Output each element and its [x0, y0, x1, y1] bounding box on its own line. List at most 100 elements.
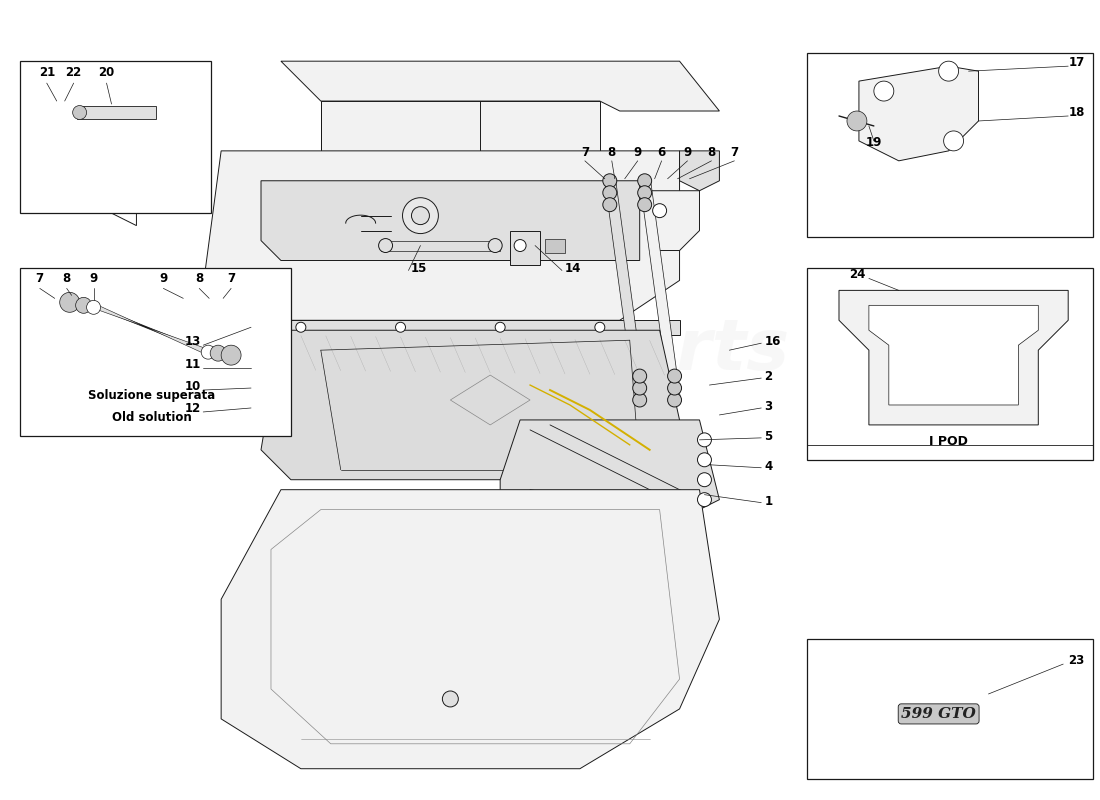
Circle shape [668, 381, 682, 395]
Circle shape [697, 453, 712, 466]
Text: 9: 9 [89, 273, 98, 286]
Text: 599 GTO: 599 GTO [901, 707, 976, 721]
Polygon shape [859, 66, 979, 161]
Text: 7: 7 [35, 273, 44, 286]
Circle shape [697, 493, 712, 506]
Circle shape [245, 382, 261, 398]
Circle shape [201, 345, 216, 359]
Polygon shape [221, 490, 719, 769]
Polygon shape [280, 61, 719, 111]
Circle shape [514, 239, 526, 251]
Text: Soluzione superata: Soluzione superata [88, 389, 214, 402]
Text: 17: 17 [1068, 56, 1085, 69]
Circle shape [59, 292, 79, 312]
Circle shape [411, 206, 429, 225]
Circle shape [638, 174, 651, 188]
Polygon shape [77, 106, 156, 119]
Polygon shape [251, 320, 680, 335]
Circle shape [221, 345, 241, 365]
Polygon shape [544, 238, 565, 253]
Text: 11: 11 [185, 358, 201, 371]
Circle shape [652, 204, 667, 218]
Circle shape [638, 186, 651, 200]
Text: 13: 13 [185, 335, 201, 348]
Polygon shape [42, 146, 132, 216]
Polygon shape [261, 181, 640, 261]
Circle shape [697, 473, 712, 486]
Text: 9: 9 [634, 146, 641, 159]
Polygon shape [839, 290, 1068, 425]
Text: 3: 3 [764, 400, 772, 413]
Polygon shape [321, 101, 600, 151]
Circle shape [488, 238, 503, 253]
Bar [807, 269, 1093, 460]
Circle shape [697, 433, 712, 447]
Text: eurocarbparts: eurocarbparts [211, 316, 790, 385]
Polygon shape [261, 330, 680, 480]
Circle shape [210, 345, 227, 361]
Text: 9: 9 [683, 146, 692, 159]
Text: 16: 16 [764, 335, 781, 348]
Circle shape [378, 238, 393, 253]
Bar [20, 269, 290, 436]
Circle shape [50, 99, 74, 123]
Circle shape [603, 186, 617, 200]
Text: 8: 8 [607, 146, 616, 159]
Text: 7: 7 [227, 273, 235, 286]
Polygon shape [605, 181, 646, 400]
Text: 4: 4 [764, 460, 772, 473]
Circle shape [603, 174, 617, 188]
Polygon shape [36, 146, 136, 226]
Circle shape [944, 131, 964, 151]
Text: 8: 8 [195, 273, 204, 286]
Circle shape [76, 298, 91, 314]
Circle shape [442, 691, 459, 707]
Text: 2: 2 [764, 370, 772, 383]
Polygon shape [869, 306, 1038, 405]
Text: 14: 14 [565, 262, 581, 275]
Circle shape [595, 322, 605, 332]
Text: 22: 22 [66, 66, 81, 79]
Circle shape [87, 300, 100, 314]
Text: I POD: I POD [930, 435, 968, 448]
Circle shape [403, 198, 439, 234]
Polygon shape [680, 151, 719, 190]
Circle shape [603, 198, 617, 212]
Circle shape [55, 104, 68, 118]
Polygon shape [201, 151, 680, 320]
Bar [807, 639, 1093, 778]
Text: 15: 15 [410, 262, 427, 275]
Bar [20, 61, 211, 213]
Text: 1: 1 [764, 494, 772, 508]
Text: 7: 7 [730, 146, 738, 159]
Circle shape [873, 81, 894, 101]
Circle shape [668, 369, 682, 383]
Text: 8: 8 [63, 273, 70, 286]
Polygon shape [510, 230, 540, 266]
Circle shape [847, 111, 867, 131]
Text: 6: 6 [658, 146, 666, 159]
Circle shape [638, 198, 651, 212]
Polygon shape [91, 302, 217, 358]
Circle shape [245, 402, 261, 418]
Circle shape [632, 381, 647, 395]
Text: 19: 19 [866, 136, 882, 149]
Circle shape [668, 393, 682, 407]
Circle shape [245, 362, 261, 378]
Circle shape [632, 369, 647, 383]
Text: a passion for parts since 1985: a passion for parts since 1985 [399, 363, 701, 536]
Text: 23: 23 [1068, 654, 1085, 667]
Polygon shape [381, 241, 500, 250]
Text: Old solution: Old solution [111, 411, 191, 425]
Text: 21: 21 [39, 66, 55, 79]
Circle shape [296, 322, 306, 332]
Bar [807, 54, 1093, 237]
Text: 5: 5 [764, 430, 772, 443]
Text: 7: 7 [581, 146, 589, 159]
Text: 24: 24 [849, 269, 866, 282]
Text: 20: 20 [98, 66, 114, 79]
Text: 9: 9 [160, 273, 167, 286]
Circle shape [938, 61, 958, 81]
Text: 10: 10 [185, 380, 201, 393]
Circle shape [73, 106, 87, 119]
